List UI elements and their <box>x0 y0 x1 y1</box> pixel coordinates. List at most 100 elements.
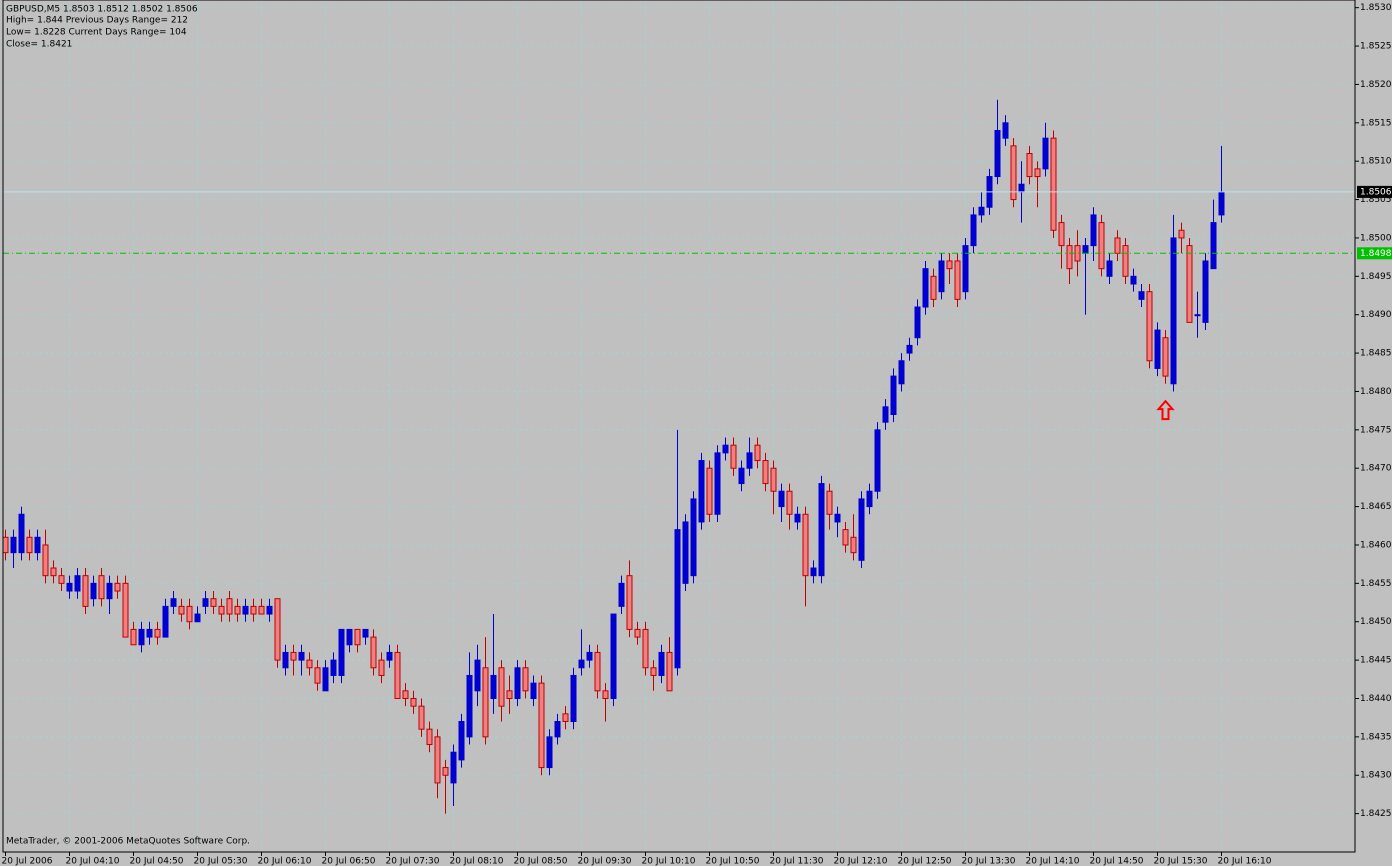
candle-body <box>1106 260 1113 277</box>
candle-body <box>146 628 153 638</box>
candle-body <box>210 598 217 607</box>
candle-body <box>410 697 417 707</box>
candle-body <box>386 651 393 661</box>
candle-body <box>418 705 425 730</box>
candle-body <box>946 260 953 270</box>
info-line: High= 1.844 Previous Days Range= 212 <box>6 16 188 26</box>
candle-body <box>34 536 41 554</box>
candle-body <box>314 667 321 684</box>
candle-body <box>1026 153 1033 178</box>
candle-body <box>450 751 457 784</box>
candle-body <box>674 529 681 669</box>
candle-body <box>906 344 913 354</box>
y-tick-label: 1.8475 <box>1360 425 1392 435</box>
axes: 1.8425 1.8430 1.8435 1.8440 1.8445 1.8450 1.84… <box>2 3 1392 866</box>
candle-body <box>266 605 273 615</box>
candle-body <box>162 605 169 638</box>
y-tick-label: 1.8480 <box>1360 387 1392 397</box>
candle-body <box>658 651 665 676</box>
candle-body <box>746 452 753 469</box>
candle-body <box>1058 222 1065 247</box>
y-tick-label: 1.8430 <box>1360 771 1392 781</box>
candle-body <box>898 360 905 385</box>
candle-body <box>978 206 985 216</box>
x-tick-label: 20 Jul 11:30 <box>770 857 824 866</box>
candle-body <box>578 659 585 669</box>
candle-body <box>402 690 409 699</box>
candle-body <box>970 214 977 247</box>
candle-body <box>202 598 209 607</box>
candle-body <box>234 605 241 615</box>
candle-body <box>930 275 937 300</box>
candle-body <box>434 736 441 784</box>
candle-body <box>442 767 449 776</box>
x-tick-label: 20 Jul 12:10 <box>834 857 888 866</box>
candle-body <box>426 728 433 746</box>
y-tick-label: 1.8450 <box>1360 617 1392 627</box>
candle-body <box>938 260 945 293</box>
candle-body <box>466 674 473 738</box>
candle-body <box>338 628 345 676</box>
candle-body <box>18 513 25 554</box>
candle-body <box>362 628 369 638</box>
info-line: Close= 1.8421 <box>6 40 72 50</box>
candle-body <box>850 536 857 554</box>
candle-body <box>130 628 137 646</box>
candle-body <box>1090 214 1097 247</box>
y-tick-label: 1.8500 <box>1360 233 1392 243</box>
y-tick-label: 1.8470 <box>1360 464 1392 474</box>
x-tick-label: 20 Jul 05:30 <box>194 857 248 866</box>
candle-body <box>306 659 313 669</box>
candle-body <box>42 544 49 577</box>
candle-body <box>866 490 873 508</box>
candle-body <box>514 667 521 699</box>
candle-body <box>802 513 809 577</box>
candle-body <box>346 628 353 646</box>
candle-body <box>610 613 617 699</box>
candle-body <box>370 636 377 669</box>
candle-body <box>754 444 761 462</box>
candle-body <box>666 651 673 692</box>
candle-body <box>874 429 881 492</box>
candle-body <box>50 567 57 577</box>
candle-body <box>522 667 529 692</box>
candle-body <box>226 598 233 615</box>
y-tick-label: 1.8495 <box>1360 272 1392 282</box>
candle-body <box>482 667 489 738</box>
candle-body <box>322 667 329 692</box>
candle-body <box>786 490 793 515</box>
candle-body <box>962 245 969 293</box>
x-tick-label: 20 Jul 06:10 <box>258 857 312 866</box>
x-tick-label: 20 Jul 10:50 <box>706 857 760 866</box>
candle-body <box>1010 145 1017 201</box>
x-tick-label: 20 Jul 10:10 <box>642 857 696 866</box>
candle-body <box>1194 314 1201 317</box>
candle-body <box>762 460 769 485</box>
candle-body <box>714 452 721 515</box>
x-tick-label: 20 Jul 2006 <box>2 857 53 866</box>
y-tick-label: 1.8505 <box>1360 195 1392 205</box>
candle-body <box>794 513 801 523</box>
candle-body <box>122 582 129 638</box>
candle-body <box>778 490 785 508</box>
candle-body <box>1138 291 1145 300</box>
y-tick-label: 1.8485 <box>1360 349 1392 359</box>
candle-body <box>490 674 497 699</box>
candle-body <box>690 498 697 577</box>
y-tick-label: 1.8445 <box>1360 656 1392 666</box>
candle-body <box>106 582 113 600</box>
candle-body <box>378 659 385 676</box>
candle-body <box>586 651 593 661</box>
candle-body <box>954 260 961 300</box>
candle-body <box>546 736 553 769</box>
candle-body <box>1050 137 1057 231</box>
candle-body <box>1042 137 1049 170</box>
x-tick-label: 20 Jul 04:10 <box>66 857 120 866</box>
candle-body <box>722 444 729 454</box>
candle-body <box>178 605 185 615</box>
candle-body <box>882 406 889 423</box>
candle-body <box>82 575 89 607</box>
candle-body <box>282 651 289 669</box>
candle-body <box>1162 337 1169 377</box>
